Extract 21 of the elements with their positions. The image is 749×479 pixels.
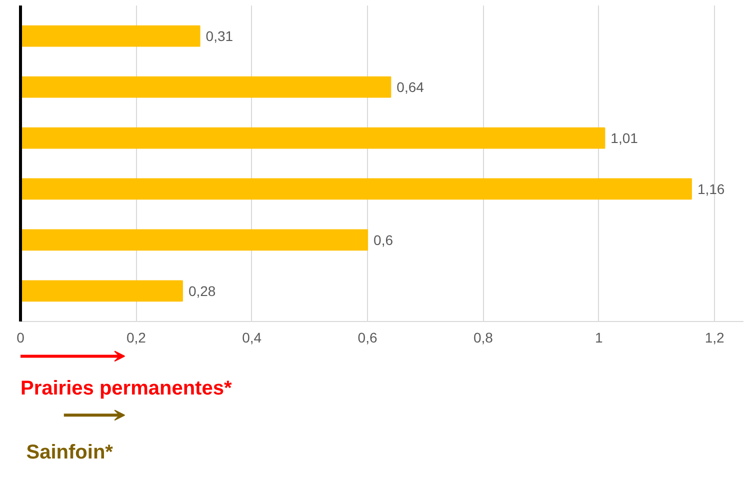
data-label: 0,31	[206, 28, 234, 44]
bar	[20, 127, 606, 149]
x-tick-label: 1	[595, 330, 604, 346]
text: Sainfoin*	[26, 442, 114, 464]
data-label: 1,16	[697, 180, 725, 197]
bar	[20, 25, 200, 47]
x-tick-label: 0,8	[473, 330, 494, 346]
bar	[20, 229, 368, 251]
x-tick-label: 1,2	[704, 330, 725, 346]
data-label: 0,28	[188, 282, 216, 299]
text: Prairies permanentes*	[20, 377, 232, 400]
x-tick-label: 0,4	[242, 330, 262, 346]
x-tick-label: 0,6	[358, 330, 378, 346]
bar	[20, 76, 392, 98]
bar	[20, 280, 183, 302]
data-label: 0,64	[396, 79, 424, 96]
data-label: 1,01	[610, 130, 638, 146]
bar	[20, 178, 692, 200]
x-tick-label: 0	[16, 330, 25, 346]
data-label: 0,6	[374, 232, 394, 248]
x-tick-label: 0,2	[126, 330, 146, 346]
